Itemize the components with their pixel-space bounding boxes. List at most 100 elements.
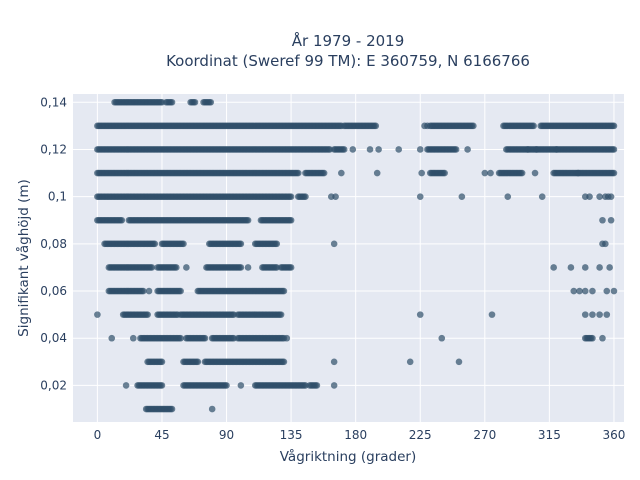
data-point — [610, 287, 618, 295]
data-point — [416, 311, 424, 318]
data-point — [273, 240, 281, 248]
data-point — [287, 193, 295, 200]
data-point — [603, 287, 611, 295]
x-tick-label: 180 — [344, 428, 367, 442]
x-tick-label: 225 — [409, 428, 432, 442]
data-point — [145, 287, 153, 295]
data-point — [168, 98, 176, 106]
data-point — [194, 358, 202, 366]
x-tick-label: 45 — [154, 428, 169, 442]
data-point — [610, 122, 618, 130]
data-point — [418, 169, 425, 177]
data-point — [244, 264, 252, 271]
data-point — [332, 193, 339, 200]
data-point — [151, 240, 159, 248]
y-tick-label: 0,04 — [40, 331, 67, 345]
data-point — [574, 169, 582, 177]
x-tick-label: 135 — [280, 428, 303, 442]
data-point — [287, 264, 295, 271]
data-point — [340, 146, 348, 153]
data-point — [504, 193, 512, 200]
data-point — [320, 169, 328, 177]
data-point — [122, 382, 130, 389]
data-point — [237, 264, 245, 271]
data-point — [223, 382, 230, 389]
data-point — [94, 311, 101, 318]
data-point — [589, 334, 596, 342]
y-tick-labels: 0,02 0,04 0,06 0,08 0,1 0,12 0,14 — [40, 95, 67, 392]
data-point — [481, 169, 489, 177]
data-point — [375, 146, 382, 153]
data-point — [603, 311, 611, 318]
data-point — [596, 311, 603, 318]
data-point — [424, 122, 431, 130]
data-point — [280, 287, 288, 295]
data-point — [576, 287, 583, 295]
data-point — [129, 334, 137, 342]
data-point — [406, 358, 414, 366]
data-point — [287, 216, 295, 224]
data-point — [452, 146, 460, 153]
data-point — [191, 98, 199, 106]
data-point — [177, 334, 184, 342]
data-point — [277, 311, 285, 318]
y-tick-label: 0,14 — [40, 95, 67, 109]
data-point — [538, 193, 546, 200]
data-points — [94, 98, 618, 413]
data-point — [183, 264, 190, 271]
data-point — [458, 193, 466, 200]
data-point — [596, 193, 603, 200]
x-tick-label: 90 — [219, 428, 234, 442]
data-point — [524, 146, 532, 153]
data-point — [330, 240, 338, 248]
data-point — [294, 169, 302, 177]
data-point — [237, 382, 245, 389]
data-point — [416, 193, 424, 200]
data-point — [207, 98, 215, 106]
data-point — [395, 146, 403, 153]
x-tick-label: 0 — [94, 428, 102, 442]
data-point — [581, 264, 589, 271]
data-point — [330, 382, 338, 389]
data-point — [338, 169, 345, 177]
data-point — [441, 169, 448, 177]
data-point — [118, 216, 126, 224]
data-point — [201, 334, 209, 342]
data-point — [550, 264, 557, 271]
data-point — [586, 193, 593, 200]
data-point — [455, 358, 463, 366]
data-point — [302, 193, 309, 200]
data-point — [158, 358, 166, 366]
y-tick-label: 0,06 — [40, 284, 67, 298]
data-point — [416, 146, 424, 153]
data-point — [589, 287, 596, 295]
data-point — [283, 334, 291, 342]
y-tick-label: 0,1 — [48, 190, 67, 204]
data-point — [470, 122, 477, 130]
data-point — [487, 169, 494, 177]
x-tick-labels: 0 45 90 135 180 225 270 315 360 — [94, 428, 626, 442]
data-point — [330, 358, 338, 366]
y-tick-label: 0,08 — [40, 237, 67, 251]
data-point — [244, 216, 252, 224]
chart-subtitle: Koordinat (Sweref 99 TM): E 360759, N 61… — [166, 52, 530, 70]
x-tick-label: 270 — [473, 428, 496, 442]
data-point — [602, 240, 609, 248]
x-tick-label: 360 — [603, 428, 626, 442]
chart-title: År 1979 - 2019 — [292, 31, 405, 50]
data-point — [581, 311, 589, 318]
data-point — [313, 382, 321, 389]
data-point — [173, 264, 180, 271]
x-tick-label: 315 — [538, 428, 561, 442]
data-point — [373, 169, 381, 177]
data-point — [596, 264, 603, 271]
data-point — [518, 169, 526, 177]
data-point — [567, 264, 575, 271]
x-axis-title: Vågriktning (grader) — [280, 448, 417, 465]
data-point — [108, 334, 116, 342]
data-point — [140, 287, 147, 295]
data-point — [366, 146, 374, 153]
data-point — [553, 146, 560, 153]
data-point — [180, 240, 187, 248]
